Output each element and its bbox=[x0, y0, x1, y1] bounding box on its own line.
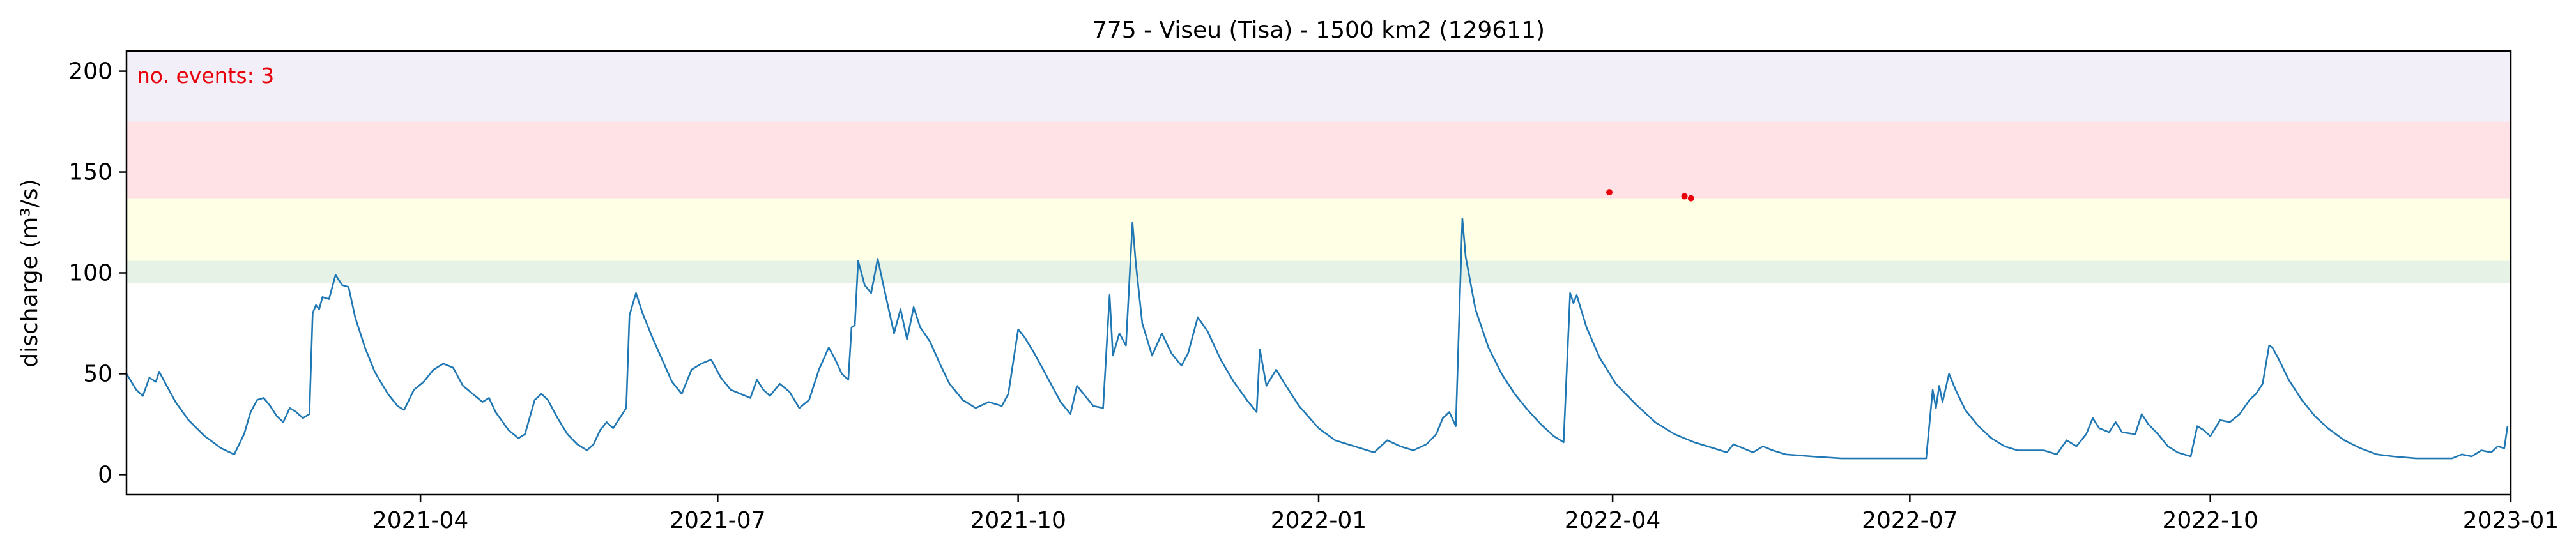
x-tick-label: 2022-01 bbox=[1271, 507, 1367, 534]
series-line-0 bbox=[125, 217, 2509, 460]
threshold-band-0 bbox=[126, 260, 2511, 283]
threshold-band-3 bbox=[126, 51, 2511, 122]
threshold-band-2 bbox=[126, 121, 2511, 199]
y-tick-label: 0 bbox=[98, 462, 112, 488]
x-tick-label: 2022-07 bbox=[1862, 507, 1958, 534]
x-tick-label: 2021-10 bbox=[970, 507, 1066, 534]
event-markers bbox=[1606, 189, 1694, 202]
y-axis-ticks: 0 50 100 150 200 bbox=[68, 59, 126, 488]
y-axis-label: discharge (m³/s) bbox=[17, 179, 43, 367]
y-tick-label: 50 bbox=[83, 361, 112, 387]
event-marker-2 bbox=[1687, 195, 1694, 202]
y-tick-label: 150 bbox=[68, 160, 112, 186]
y-tick-label: 100 bbox=[68, 260, 112, 287]
event-count-annotation: no. events: 3 bbox=[137, 63, 274, 88]
chart-title: 775 - Viseu (Tisa) - 1500 km2 (129611) bbox=[1092, 17, 1545, 43]
x-tick-label: 2021-04 bbox=[372, 507, 468, 534]
series-line-group bbox=[125, 217, 2509, 460]
y-tick-label: 200 bbox=[68, 59, 112, 85]
event-marker-0 bbox=[1606, 189, 1613, 196]
threshold-band-1 bbox=[126, 198, 2511, 261]
x-axis-ticks: 2021-04 2021-07 2021-10 2022-01 2022-04 2022-… bbox=[372, 495, 2559, 534]
x-tick-label: 2023-01 bbox=[2463, 507, 2559, 534]
event-marker-1 bbox=[1681, 193, 1688, 200]
x-tick-label: 2022-04 bbox=[1565, 507, 1660, 534]
threshold-bands bbox=[126, 51, 2511, 283]
x-tick-label: 2021-07 bbox=[670, 507, 765, 534]
x-tick-label: 2022-10 bbox=[2162, 507, 2258, 534]
